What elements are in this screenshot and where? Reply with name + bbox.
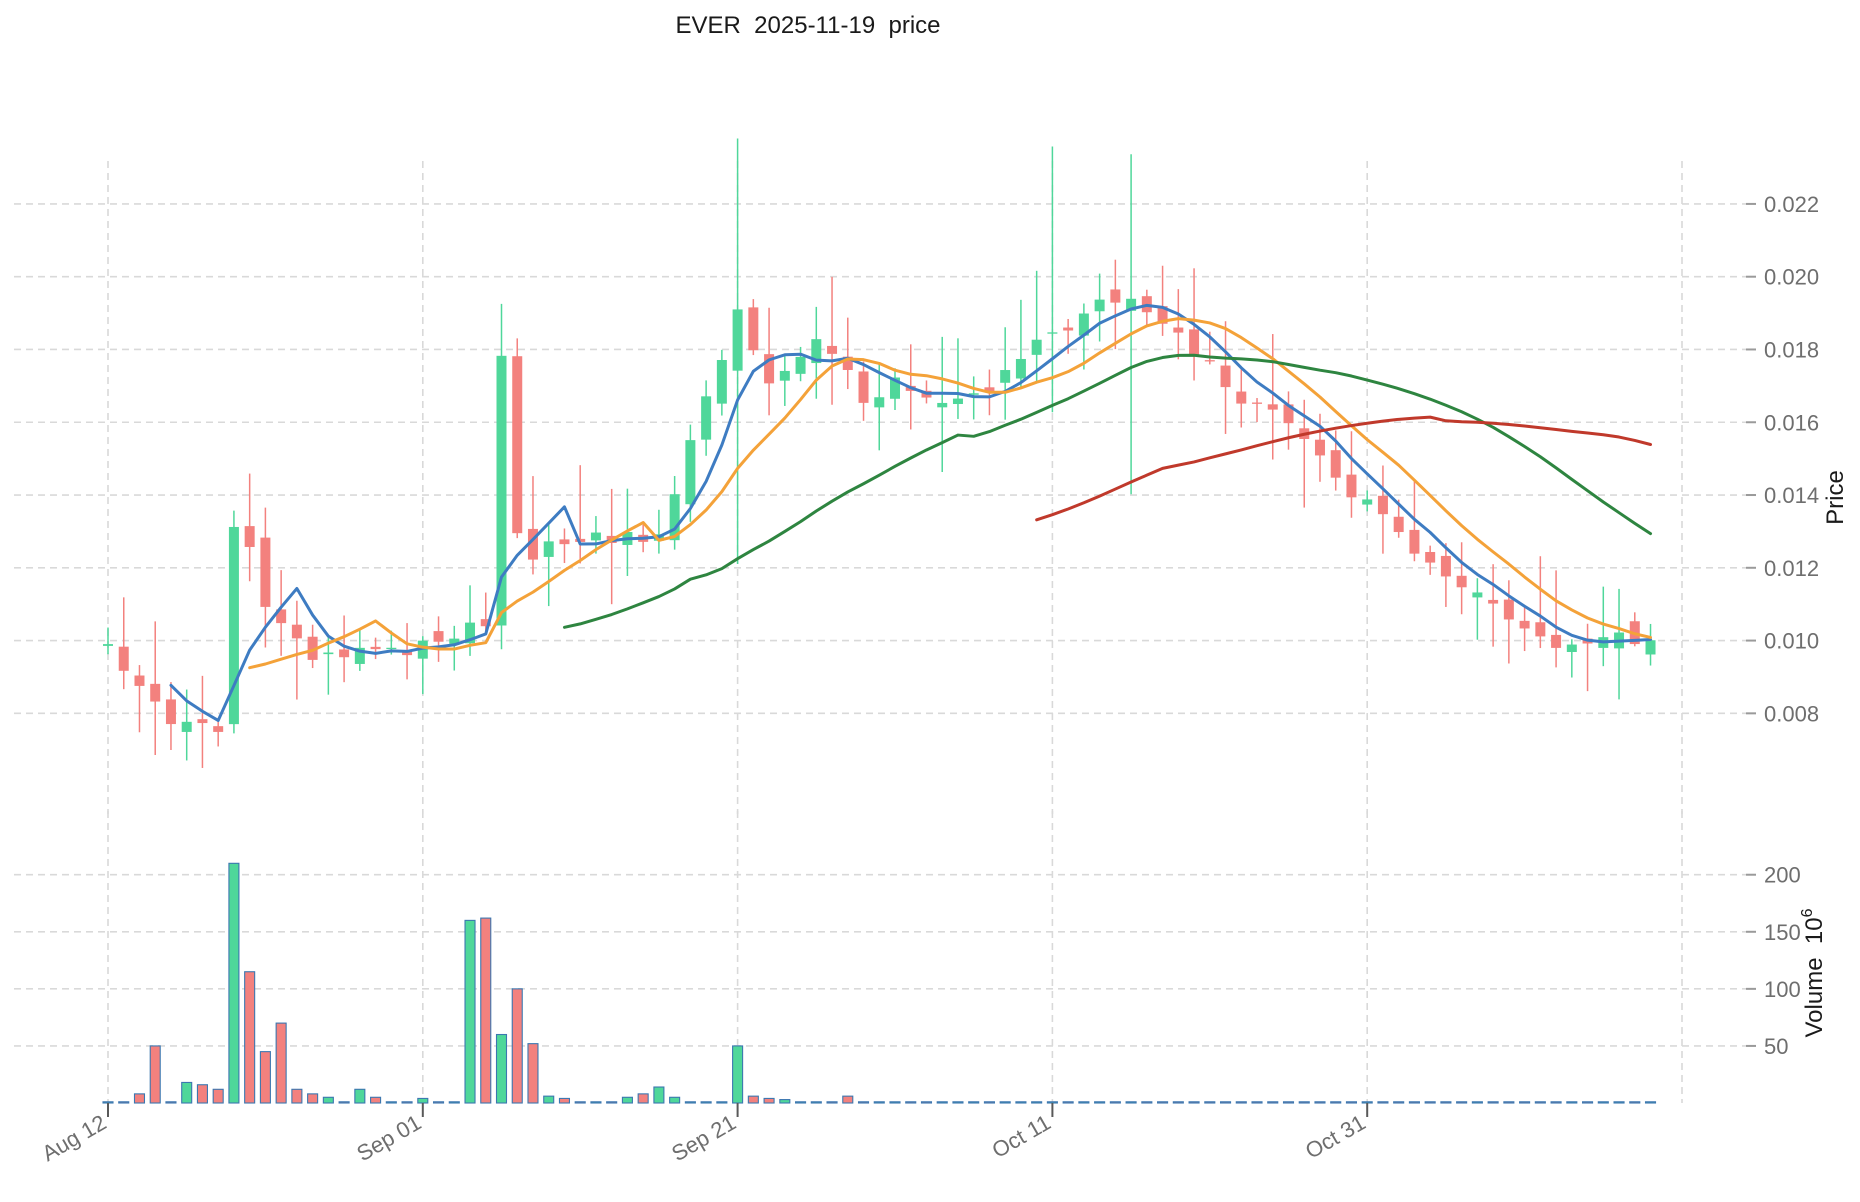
svg-text:0.022: 0.022 <box>1764 192 1819 217</box>
svg-text:100: 100 <box>1764 977 1801 1002</box>
svg-text:50: 50 <box>1764 1034 1788 1059</box>
svg-text:0.014: 0.014 <box>1764 483 1819 508</box>
svg-text:150: 150 <box>1764 920 1801 945</box>
svg-text:0.020: 0.020 <box>1764 265 1819 290</box>
svg-text:EVER 2025-11-19 price: EVER 2025-11-19 price <box>675 12 940 39</box>
svg-text:Price: Price <box>1822 470 1849 525</box>
svg-text:0.018: 0.018 <box>1764 337 1819 362</box>
svg-text:0.008: 0.008 <box>1764 701 1819 726</box>
svg-text:200: 200 <box>1764 863 1801 888</box>
svg-text:Volume 106: Volume 106 <box>1799 908 1828 1037</box>
svg-text:0.016: 0.016 <box>1764 410 1819 435</box>
svg-text:0.012: 0.012 <box>1764 556 1819 581</box>
svg-text:0.010: 0.010 <box>1764 629 1819 654</box>
